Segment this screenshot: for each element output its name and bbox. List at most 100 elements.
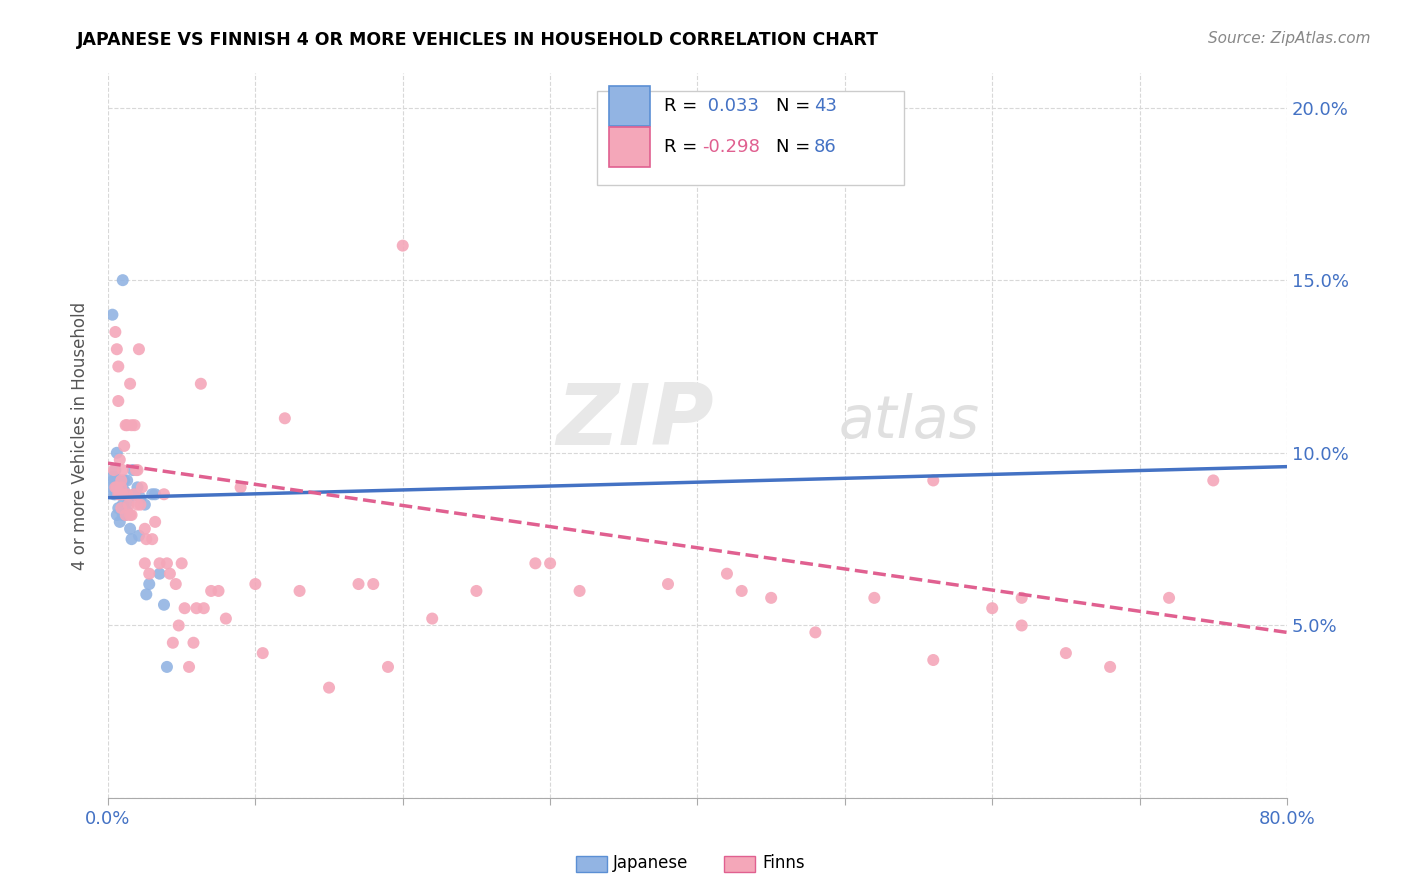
Point xyxy=(120,522,142,536)
Point xyxy=(108,515,131,529)
Point xyxy=(101,470,124,484)
Point xyxy=(127,463,149,477)
Point xyxy=(148,566,170,581)
Point xyxy=(922,474,945,488)
Point xyxy=(200,583,222,598)
Point xyxy=(156,660,179,674)
Point xyxy=(104,487,127,501)
Point xyxy=(193,601,215,615)
Point xyxy=(156,557,179,571)
Point xyxy=(122,463,145,477)
Point xyxy=(107,487,129,501)
Point xyxy=(252,646,274,660)
Point xyxy=(215,611,238,625)
Point xyxy=(110,487,132,501)
Point xyxy=(391,238,413,252)
Point xyxy=(1054,646,1077,660)
Point xyxy=(183,636,205,650)
Text: 43: 43 xyxy=(814,97,837,115)
Point xyxy=(143,487,166,501)
Point xyxy=(1099,660,1122,674)
Point xyxy=(153,487,176,501)
Point xyxy=(1011,618,1033,632)
Point xyxy=(143,515,166,529)
Text: 0.033: 0.033 xyxy=(702,97,759,115)
Point xyxy=(657,577,679,591)
Point xyxy=(420,611,443,625)
Text: R =: R = xyxy=(665,138,703,156)
Point xyxy=(186,601,208,615)
Point xyxy=(111,487,134,501)
Point xyxy=(121,508,143,522)
Text: atlas: atlas xyxy=(839,392,980,450)
Point xyxy=(127,498,149,512)
Point xyxy=(114,487,136,501)
Point xyxy=(159,566,181,581)
Point xyxy=(229,480,252,494)
Point xyxy=(131,480,153,494)
Text: JAPANESE VS FINNISH 4 OR MORE VEHICLES IN HOUSEHOLD CORRELATION CHART: JAPANESE VS FINNISH 4 OR MORE VEHICLES I… xyxy=(77,31,879,49)
Point xyxy=(104,480,127,494)
Point xyxy=(103,474,125,488)
Point xyxy=(111,498,134,512)
Point xyxy=(107,394,129,409)
Point xyxy=(377,660,399,674)
Point xyxy=(115,487,138,501)
Point xyxy=(127,480,149,494)
Point xyxy=(111,273,134,287)
Point xyxy=(568,583,591,598)
Point xyxy=(124,487,146,501)
Point xyxy=(538,557,561,571)
Point xyxy=(114,418,136,433)
Point xyxy=(465,583,488,598)
Point xyxy=(100,480,122,494)
Point xyxy=(110,480,132,494)
Point xyxy=(105,446,128,460)
Point xyxy=(759,591,782,605)
Point xyxy=(524,557,547,571)
Point xyxy=(288,583,311,598)
Point xyxy=(115,418,138,433)
Point xyxy=(125,463,148,477)
Text: R =: R = xyxy=(665,97,703,115)
Bar xyxy=(609,128,651,168)
Text: -0.298: -0.298 xyxy=(702,138,761,156)
Point xyxy=(114,508,136,522)
Point xyxy=(716,566,738,581)
Point xyxy=(173,601,195,615)
Point xyxy=(148,557,170,571)
Point xyxy=(361,577,384,591)
Point xyxy=(1011,591,1033,605)
Point xyxy=(105,480,128,494)
Point xyxy=(105,508,128,522)
Point xyxy=(863,591,886,605)
Point xyxy=(318,681,340,695)
Text: Finns: Finns xyxy=(762,855,804,872)
Point xyxy=(165,577,187,591)
Point xyxy=(124,418,146,433)
Point xyxy=(107,501,129,516)
Point xyxy=(274,411,297,425)
Text: ZIP: ZIP xyxy=(555,380,714,463)
Point xyxy=(110,501,132,516)
Point xyxy=(922,653,945,667)
Point xyxy=(162,636,184,650)
Point xyxy=(121,418,143,433)
Point xyxy=(134,522,156,536)
Text: 86: 86 xyxy=(814,138,837,156)
Point xyxy=(120,508,142,522)
Point xyxy=(108,487,131,501)
Point xyxy=(115,504,138,518)
Point xyxy=(110,474,132,488)
Point xyxy=(245,577,267,591)
Point xyxy=(108,452,131,467)
Point xyxy=(170,557,193,571)
Point xyxy=(128,529,150,543)
Point xyxy=(120,376,142,391)
Point xyxy=(103,487,125,501)
Point xyxy=(121,532,143,546)
Point xyxy=(141,487,163,501)
Point xyxy=(110,480,132,494)
Point xyxy=(141,532,163,546)
Point xyxy=(112,474,135,488)
